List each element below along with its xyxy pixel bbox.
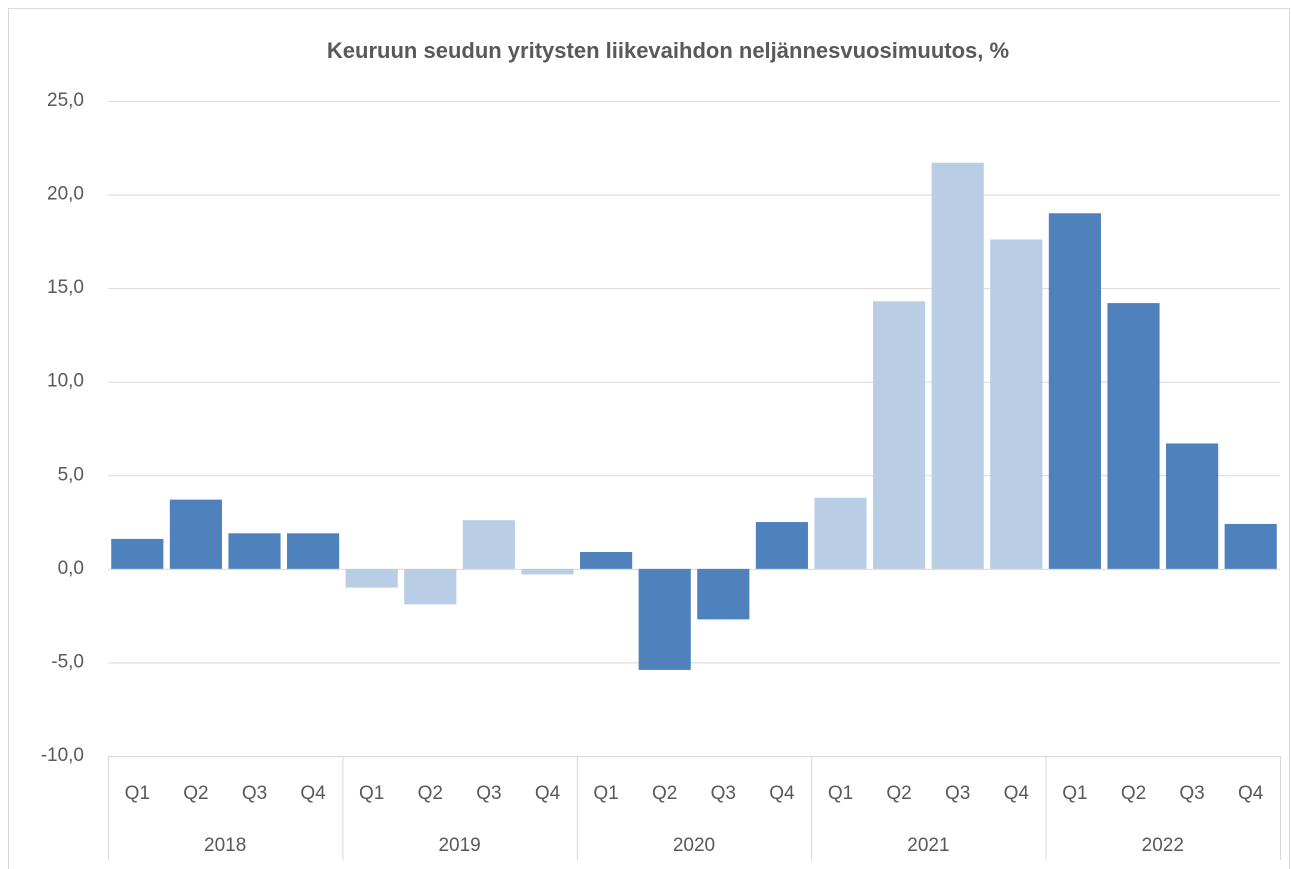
group-label: 2022 [1142, 835, 1184, 856]
x-tick-label: Q1 [359, 783, 384, 804]
y-tick-label: 20,0 [47, 184, 84, 205]
bar [1166, 443, 1219, 569]
x-tick-label: Q2 [652, 783, 677, 804]
x-tick-label: Q1 [593, 783, 618, 804]
x-tick-label: Q3 [1179, 783, 1204, 804]
chart-title: Keuruun seudun yritysten liikevaihdon ne… [327, 38, 1009, 63]
group-label: 2020 [673, 835, 715, 856]
x-tick-label: Q1 [125, 783, 150, 804]
x-tick-label: Q4 [300, 783, 326, 804]
x-tick-label: Q2 [886, 783, 911, 804]
x-tick-label: Q2 [418, 783, 443, 804]
x-tick-label: Q1 [828, 783, 853, 804]
x-tick-label: Q4 [1004, 783, 1030, 804]
bar [1048, 213, 1101, 569]
bar [697, 568, 750, 620]
x-tick-label: Q3 [945, 783, 970, 804]
x-tick-label: Q3 [476, 783, 501, 804]
bar [1224, 523, 1277, 569]
bar [462, 520, 515, 569]
x-tick-label: Q2 [183, 783, 208, 804]
bar [580, 552, 633, 569]
bar [287, 533, 340, 569]
bar [111, 538, 164, 569]
bar [931, 162, 984, 569]
x-tick-label: Q2 [1121, 783, 1146, 804]
group-label: 2021 [907, 835, 949, 856]
bar [345, 568, 398, 588]
bar [990, 239, 1043, 569]
y-tick-label: 5,0 [58, 464, 84, 485]
bar [1107, 303, 1160, 569]
y-tick-label: -5,0 [51, 651, 84, 672]
x-tick-label: Q3 [242, 783, 267, 804]
x-tick-label: Q4 [1238, 783, 1264, 804]
bar [404, 568, 457, 605]
group-label: 2018 [204, 835, 246, 856]
bar [228, 533, 281, 569]
y-tick-label: 10,0 [47, 371, 84, 392]
y-tick-label: 0,0 [58, 558, 84, 579]
bar [521, 568, 574, 575]
bar [755, 522, 808, 569]
x-tick-label: Q3 [711, 783, 736, 804]
y-tick-label: -10,0 [41, 745, 84, 766]
x-tick-label: Q4 [535, 783, 561, 804]
group-label: 2019 [438, 835, 480, 856]
bar [814, 497, 867, 569]
chart-border [8, 8, 1290, 869]
x-tick-label: Q4 [769, 783, 795, 804]
x-tick-label: Q1 [1062, 783, 1087, 804]
y-tick-label: 15,0 [47, 277, 84, 298]
bar [169, 499, 222, 569]
bar [638, 568, 691, 670]
bar [873, 301, 926, 569]
y-tick-label: 25,0 [47, 90, 84, 111]
